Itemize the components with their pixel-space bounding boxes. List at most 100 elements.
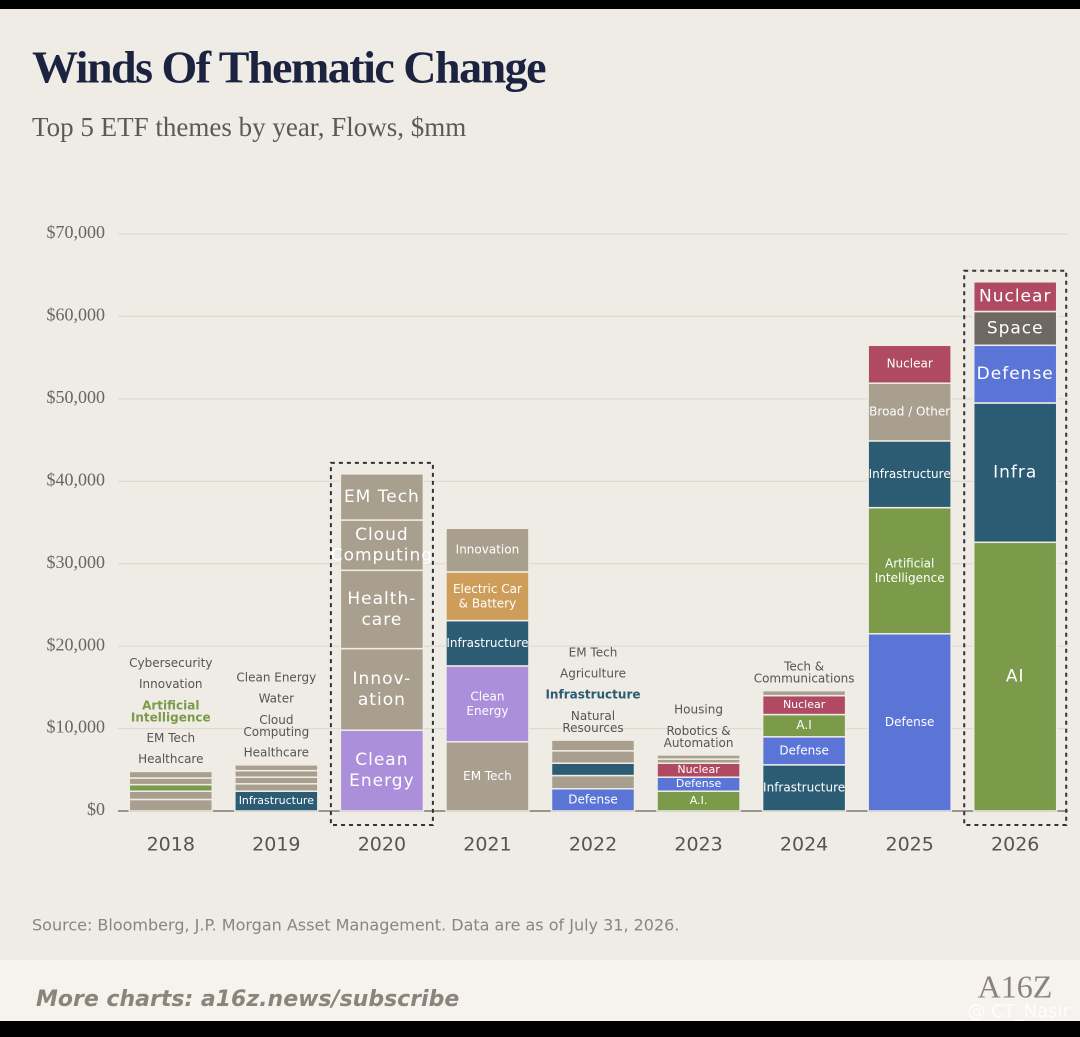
bar-segment xyxy=(339,569,425,650)
bar-segment xyxy=(234,783,319,792)
bar-segment xyxy=(761,736,847,766)
segment-label: Artificial Intelligence xyxy=(875,556,945,585)
bar-segment xyxy=(339,519,425,572)
source: Source: Bloomberg, J.P. Morgan Asset Man… xyxy=(32,916,679,935)
segment-label: Cloud Computing xyxy=(331,525,433,566)
x-tick-label: 2026 xyxy=(991,834,1039,856)
bar-segment xyxy=(972,541,1058,812)
segment-label: Innovation xyxy=(456,543,520,557)
x-tick-label: 2025 xyxy=(885,834,933,856)
segment-label: AI xyxy=(1006,667,1025,687)
outside-label: Robotics & Automation xyxy=(664,723,734,749)
watermark: @ CT_Nasir xyxy=(967,1001,1070,1022)
bar-segment xyxy=(867,506,952,635)
segment-label: Infrastructure xyxy=(239,794,315,807)
outside-label: Tech & Communications xyxy=(754,659,855,685)
segment-label: Health-care xyxy=(347,589,416,630)
highlight-box xyxy=(963,269,1068,826)
bar-segment xyxy=(761,764,847,812)
y-tick-label: $30,000 xyxy=(47,552,106,572)
bar-segment xyxy=(445,619,530,667)
segment-label: Broad / Other xyxy=(869,405,950,419)
y-tick-label: $10,000 xyxy=(47,717,106,737)
segment-label: EM Tech xyxy=(463,769,512,783)
outside-label: Natural Resources xyxy=(562,709,623,735)
segment-label: Clean Energy xyxy=(466,689,508,718)
bar-segment xyxy=(445,665,530,743)
outside-label: Clean Energy xyxy=(236,670,316,684)
bar-segment xyxy=(867,382,952,442)
bar-segment xyxy=(445,527,530,573)
bar-segment xyxy=(445,741,530,812)
segment-label: Nuclear xyxy=(677,763,720,776)
bar-segment xyxy=(234,764,319,772)
x-tick-label: 2021 xyxy=(463,834,511,856)
bar-segment xyxy=(339,647,425,731)
segment-label: Clean Energy xyxy=(349,750,415,791)
outside-label: Artificial Intelligence xyxy=(131,698,211,724)
y-tick-label: $40,000 xyxy=(47,469,106,489)
bar-segment xyxy=(761,689,847,697)
footer-link: More charts: a16z.news/subscribe xyxy=(36,987,459,1012)
segment-label: Defense xyxy=(568,792,617,806)
bar-segment xyxy=(128,777,214,786)
bar-segment xyxy=(550,739,636,752)
plot: $0 $10,000 $20,000 $30,000 $40,000 $50,000 $60… xyxy=(47,222,1068,856)
x-tick-label: 2019 xyxy=(252,834,300,856)
bar-segment xyxy=(128,783,214,792)
bar-segment xyxy=(972,310,1058,347)
bar-segment xyxy=(972,344,1058,404)
outside-label: Healthcare xyxy=(138,752,203,766)
y-tick-label: $60,000 xyxy=(47,305,106,325)
bar-segment xyxy=(550,774,636,790)
segment-label: Nuclear xyxy=(979,287,1051,307)
x-tick-label: 2023 xyxy=(674,834,722,856)
bar-segment xyxy=(867,440,952,509)
segment-label: Defense xyxy=(779,743,828,757)
segment-label: A.I xyxy=(796,718,811,732)
segment-label: Infrastructure xyxy=(869,467,951,481)
bar-segment xyxy=(234,776,319,785)
segment-label: Defense xyxy=(885,715,934,729)
segment-label: Nuclear xyxy=(887,357,933,371)
outside-label: Cybersecurity xyxy=(129,656,212,670)
bar-segment xyxy=(339,473,425,521)
segment-label: Defense xyxy=(977,364,1054,384)
segment-label: Infrastructure xyxy=(763,780,845,794)
bar-segment xyxy=(867,344,952,384)
y-tick-label: $0 xyxy=(87,799,105,819)
segment-label: Nuclear xyxy=(783,698,826,711)
outside-label: Water xyxy=(259,691,295,705)
outside-label: Infrastructure xyxy=(545,688,640,702)
segment-label: Electric Car & Battery xyxy=(453,581,522,610)
bar-segment xyxy=(972,281,1058,313)
bar-segment xyxy=(656,754,741,760)
y-tick-label: $20,000 xyxy=(47,634,106,654)
x-tick-label: 2018 xyxy=(147,834,195,856)
outside-label: EM Tech xyxy=(146,731,195,745)
chart-subtitle: Top 5 ETF themes by year, Flows, $mm xyxy=(32,112,466,142)
highlight-box xyxy=(329,461,434,826)
bar-segment xyxy=(550,762,636,777)
bar-segment xyxy=(128,770,214,779)
outside-label: EM Tech xyxy=(569,646,618,660)
x-tick-label: 2022 xyxy=(569,834,617,856)
segment-label: Space xyxy=(987,318,1044,338)
segment-label: Defense xyxy=(676,777,722,790)
bar-segment xyxy=(128,798,214,812)
outside-label: Cloud Computing xyxy=(243,712,309,738)
segment-label: EM Tech xyxy=(344,487,420,507)
segment-label: Innov-ation xyxy=(353,669,412,710)
bar-segment xyxy=(445,571,530,622)
footer-band xyxy=(0,960,1080,1021)
outside-label: Innovation xyxy=(139,677,203,691)
bar-segment xyxy=(867,633,952,812)
outside-label: Housing xyxy=(674,702,723,716)
logo: A16Z xyxy=(978,968,1053,1004)
bar-segment xyxy=(550,750,636,764)
outside-label: Healthcare xyxy=(244,745,309,759)
segment-label: Infrastructure xyxy=(446,636,528,650)
x-tick-label: 2020 xyxy=(358,834,406,856)
y-tick-label: $70,000 xyxy=(47,222,106,242)
